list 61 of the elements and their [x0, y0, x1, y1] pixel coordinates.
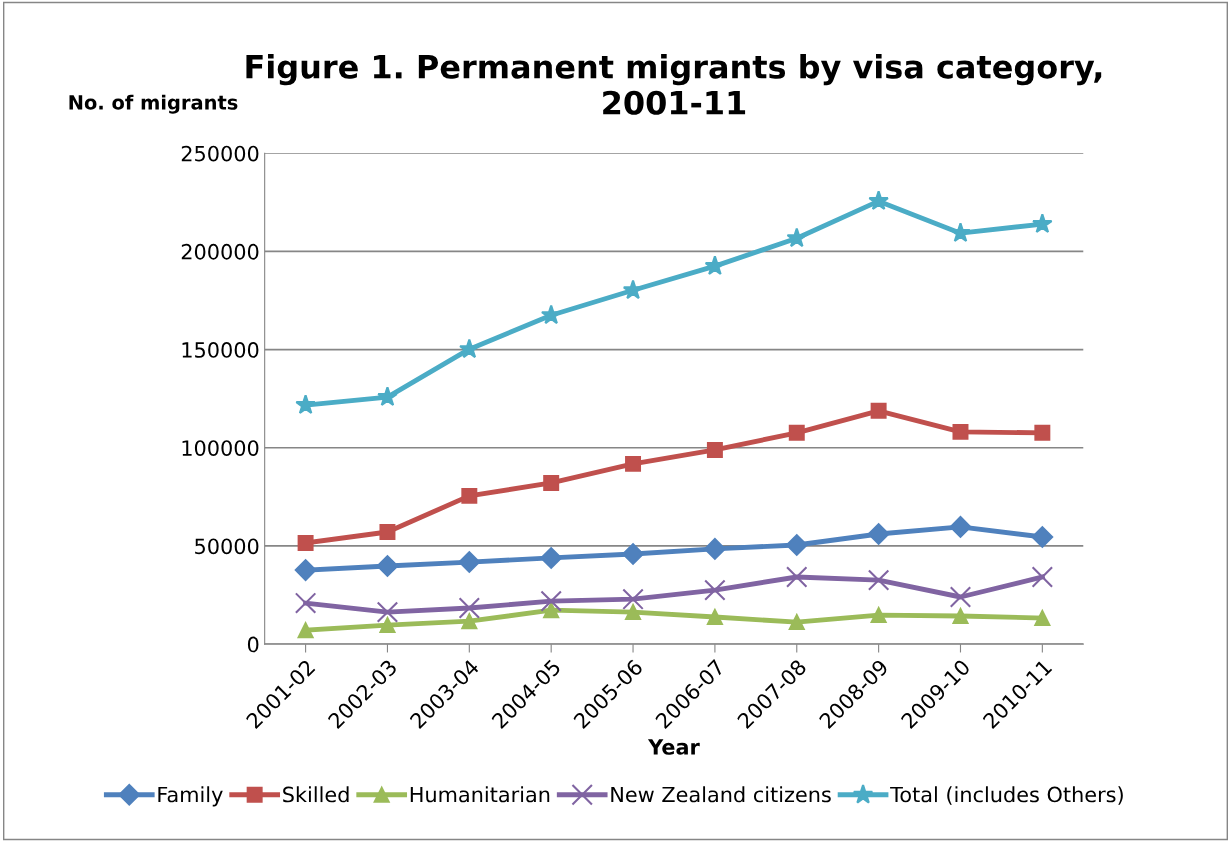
point: [294, 592, 317, 614]
point: [950, 222, 971, 243]
y-tick-label: 100000: [182, 440, 259, 456]
x-axis-title: Year: [647, 739, 700, 755]
point: [297, 622, 314, 639]
point: [704, 538, 726, 560]
chart-title: Figure 1. Permanent migrants by visa category, 2001-11: [246, 54, 1102, 115]
legend-label: Skilled: [283, 786, 349, 803]
y-tick-label: 0: [247, 636, 259, 653]
point: [458, 551, 481, 573]
point: [952, 423, 969, 440]
point: [870, 402, 887, 419]
point: [706, 441, 723, 458]
point: [785, 534, 808, 556]
point: [297, 535, 314, 551]
point: [543, 602, 560, 619]
point: [867, 523, 890, 545]
point: [870, 607, 887, 624]
point: [376, 601, 399, 623]
point: [1034, 424, 1051, 441]
point: [379, 524, 396, 540]
y-axis-title: No. of migrants: [69, 94, 238, 114]
y-tick-label: 200000: [181, 243, 259, 260]
point: [868, 190, 889, 211]
legend-label: Total (includes Others): [890, 786, 1123, 805]
point: [706, 609, 723, 626]
point: [458, 597, 481, 619]
point: [867, 569, 890, 591]
point: [788, 614, 805, 631]
point: [622, 543, 644, 565]
legend-label: New Zealand citizens: [611, 786, 831, 803]
y-tick-label: 150000: [182, 342, 259, 358]
point: [625, 604, 642, 621]
point: [376, 555, 399, 577]
point: [1031, 566, 1054, 588]
y-tick-label: 50000: [195, 538, 259, 555]
point: [786, 566, 808, 588]
y-tick-label: 250000: [181, 145, 259, 162]
point: [786, 227, 808, 248]
legend-label: Family: [158, 786, 223, 807]
point: [788, 424, 805, 441]
point: [949, 516, 972, 538]
point: [704, 579, 726, 601]
point: [543, 474, 560, 491]
point: [461, 613, 478, 630]
point: [294, 559, 317, 581]
point: [952, 608, 969, 625]
point: [1032, 213, 1053, 234]
point: [540, 547, 563, 569]
point: [540, 590, 562, 612]
point: [379, 617, 396, 634]
point: [377, 386, 398, 407]
legend-label: Humanitarian: [410, 786, 550, 803]
point: [949, 586, 972, 608]
point: [461, 487, 478, 504]
point: [622, 588, 644, 610]
point: [295, 394, 316, 415]
point: [1034, 610, 1051, 626]
point: [1031, 526, 1054, 548]
point: [625, 455, 642, 472]
point: [459, 338, 480, 359]
